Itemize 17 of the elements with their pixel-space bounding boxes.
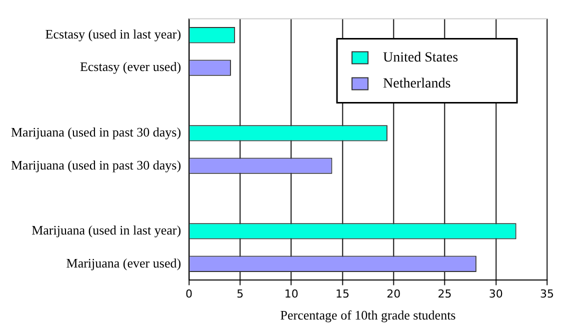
y-tick-label: Ecstasy (used in last year): [45, 26, 182, 42]
legend-label: Netherlands: [383, 76, 451, 92]
x-tick-label: 20: [386, 288, 401, 301]
x-tick-label: 10: [284, 288, 298, 301]
x-tick-label: 35: [540, 288, 554, 301]
x-tick-label: 30: [488, 288, 503, 301]
x-tick-label: 0: [186, 288, 193, 301]
y-tick-label: Ecstasy (ever used): [80, 59, 182, 74]
y-tick-label: Marijuana (used in last year): [32, 222, 182, 238]
x-tick-label: 25: [438, 288, 452, 301]
x-axis-title: Percentage of 10th grade students: [280, 308, 456, 323]
y-tick-label: Marijuana (used in past 30 days): [10, 157, 182, 172]
y-tick-label: Marijuana (used in past 30 days): [10, 124, 182, 140]
y-tick-label: Marijuana (ever used): [66, 255, 182, 270]
x-tick-label: 15: [335, 288, 350, 301]
x-tick-label: 5: [236, 288, 244, 301]
legend-label: United States: [383, 50, 458, 66]
